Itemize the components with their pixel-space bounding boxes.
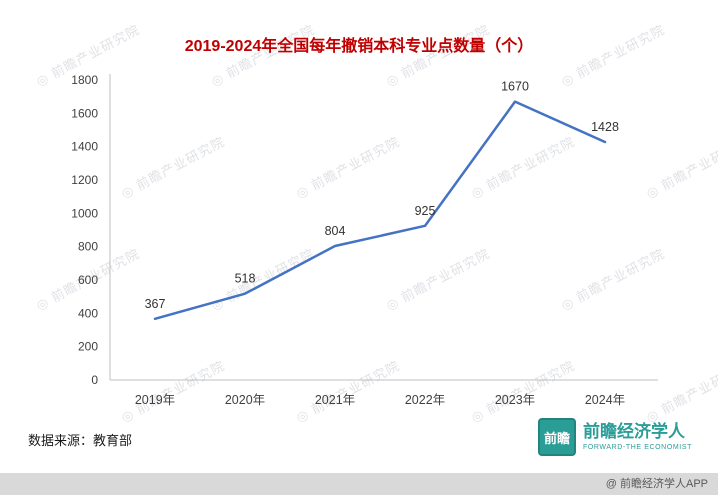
data-point-label: 1428 (591, 120, 619, 134)
data-source-label: 数据来源：教育部 (28, 433, 133, 448)
brand-name: 前瞻经济学人 (582, 422, 685, 442)
brand-subtitle: FORWARD-THE ECONOMIST (582, 443, 692, 451)
x-axis-tick: 2019年 (135, 393, 175, 407)
footer-bar: @ 前瞻经济学人APP (0, 473, 718, 495)
y-axis-tick: 1400 (71, 140, 98, 154)
y-axis-tick: 1600 (71, 106, 98, 120)
y-axis-tick: 1800 (71, 73, 98, 87)
data-point-label: 367 (145, 297, 166, 311)
y-axis-tick: 400 (78, 306, 98, 320)
data-point-label: 1670 (501, 80, 529, 94)
brand-logo-icon: 前瞻 (537, 418, 576, 456)
x-axis-tick: 2024年 (585, 393, 625, 407)
chart-title: 2019-2024年全国每年撤销本科专业点数量（个） (184, 38, 534, 55)
x-axis-tick: 2022年 (405, 393, 445, 407)
y-axis-tick: 1200 (71, 173, 98, 187)
x-axis-tick: 2020年 (225, 393, 265, 407)
x-axis-tick: 2021年 (315, 393, 355, 407)
footer-credit: @ 前瞻经济学人APP (605, 478, 708, 490)
data-point-label: 925 (415, 204, 436, 218)
y-axis-tick: 1000 (71, 206, 98, 220)
y-axis-tick: 200 (78, 340, 98, 354)
y-axis-tick: 800 (78, 240, 98, 254)
brand-logo-text: 前瞻经济学人 FORWARD-THE ECONOMIST (582, 422, 692, 451)
data-point-label: 804 (325, 224, 346, 238)
y-axis-tick: 0 (91, 373, 98, 387)
data-point-label: 518 (235, 272, 256, 286)
data-series-line (153, 100, 607, 321)
y-axis-tick: 600 (78, 273, 98, 287)
x-axis-tick: 2023年 (495, 393, 535, 407)
brand-logo: 前瞻 前瞻经济学人 FORWARD-THE ECONOMIST (537, 418, 692, 456)
line-chart: 0 200 400 600 800 1000 1200 1400 1600 1800 2019年 20… (71, 73, 658, 407)
